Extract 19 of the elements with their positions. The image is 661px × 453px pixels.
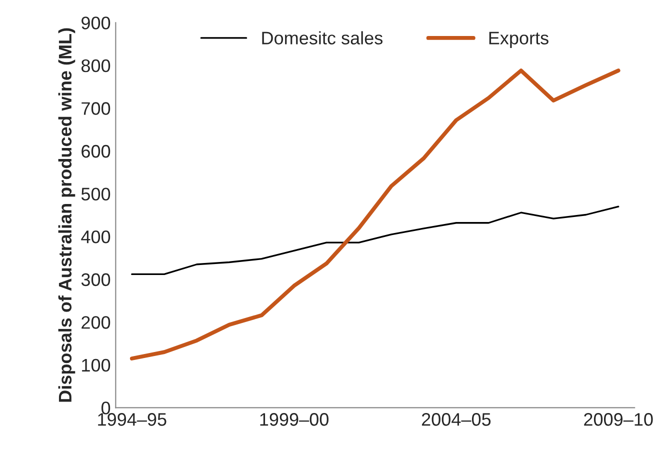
legend-label: Exports (489, 32, 548, 48)
x-tick-label: 1994–95 (98, 413, 166, 426)
y-tick-label: 200 (82, 316, 110, 329)
y-tick-label: 500 (81, 188, 110, 201)
x-tick-label: 2009–10 (584, 413, 653, 426)
y-tick-label: 100 (82, 358, 110, 372)
y-tick-label: 700 (82, 102, 110, 115)
y-tick-label: 900 (82, 16, 110, 30)
legend-label: Domesitc sales (262, 31, 382, 44)
y-tick-label: 400 (81, 230, 110, 244)
line-series (130, 68, 620, 360)
x-tick-label: 2004–05 (422, 413, 491, 426)
y-tick-label: 800 (81, 59, 110, 72)
y-tick-label: 300 (81, 273, 110, 286)
y-tick-label: 600 (82, 144, 110, 158)
y-tick-label: 0 (101, 402, 110, 414)
x-tick-label: 1999–00 (260, 413, 328, 426)
y-axis-title: Disposals of Australian produced wine (ML) (58, 28, 76, 402)
line-series (131, 206, 620, 276)
